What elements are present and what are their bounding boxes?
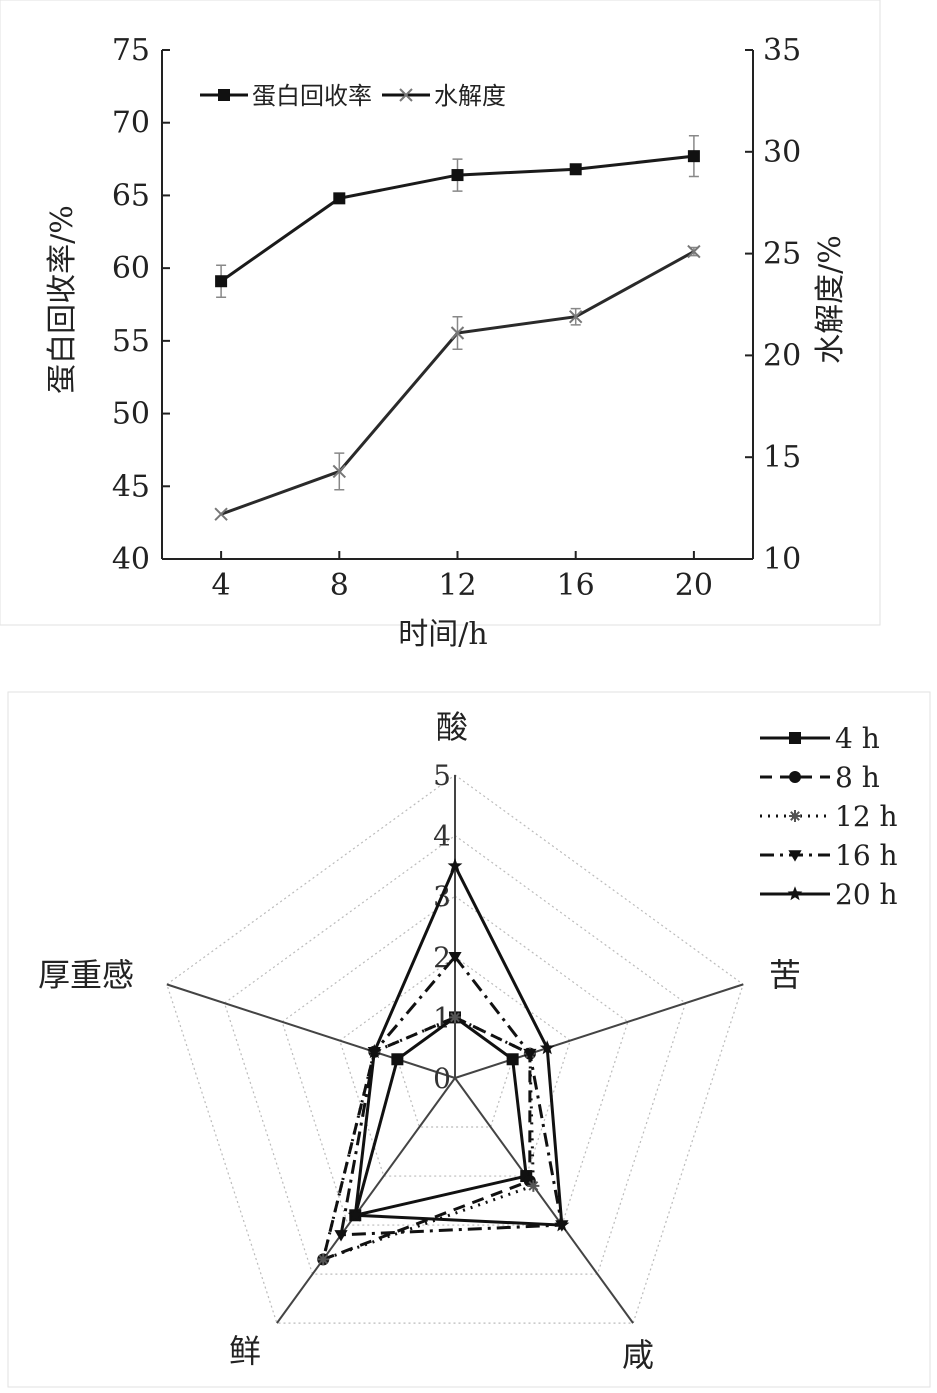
radar-point — [539, 1040, 555, 1055]
radar-spoke — [166, 983, 456, 1079]
radar-axis-label: 厚重感 — [38, 956, 134, 994]
y2-tick-label: 20 — [763, 338, 801, 373]
radar-series-line — [353, 1015, 528, 1218]
legend-label: 12 h — [835, 800, 898, 833]
radar-point — [347, 1207, 363, 1222]
radar-axis-label: 苦 — [769, 956, 801, 994]
radar-point — [449, 1011, 461, 1024]
y-tick-label: 55 — [112, 324, 150, 359]
data-point — [569, 163, 582, 176]
radar-axis-label: 鲜 — [229, 1332, 261, 1370]
radar-spoke — [454, 983, 744, 1079]
legend-label: 20 h — [835, 878, 898, 911]
legend-label: 16 h — [835, 839, 898, 872]
radar-series-line — [353, 862, 564, 1227]
data-point — [215, 275, 228, 288]
legend-marker — [789, 810, 801, 822]
x-tick-label: 12 — [438, 568, 476, 603]
data-point — [214, 507, 228, 521]
radar-series-5 — [347, 858, 570, 1232]
radar-point — [527, 1179, 540, 1192]
y2-axis-title: 水解度/% — [813, 235, 848, 364]
y-tick-label: 40 — [112, 542, 150, 577]
y-axis-title: 蛋白回收率/% — [45, 205, 80, 394]
data-point — [451, 169, 464, 182]
legend-marker — [787, 886, 803, 901]
legend-label: 蛋白回收率 — [252, 82, 372, 110]
radar-point — [523, 1048, 537, 1061]
legend-label: 8 h — [835, 761, 880, 794]
radar-point — [506, 1053, 519, 1066]
y2-tick-label: 30 — [763, 135, 801, 170]
radar-point — [448, 952, 462, 964]
radar-point — [554, 1217, 570, 1232]
x-tick-label: 8 — [330, 568, 349, 603]
radar-frame — [7, 691, 931, 1388]
legend-marker — [218, 89, 230, 101]
radar-series-line — [321, 1015, 532, 1262]
radar-tick-label: 4 — [433, 820, 451, 853]
data-point — [687, 150, 700, 163]
radar-grid — [281, 895, 629, 1226]
radar-grid — [339, 956, 571, 1177]
radar-tick-label: 5 — [433, 759, 451, 792]
y2-tick-label: 10 — [763, 542, 801, 577]
radar-point — [447, 858, 463, 873]
radar-tick-label: 2 — [433, 941, 451, 974]
y2-tick-label: 35 — [763, 33, 801, 68]
plot-frame — [0, 0, 881, 626]
radar-spoke — [276, 1077, 456, 1324]
x-tick-label: 4 — [212, 568, 231, 603]
x-axis-title: 时间/h — [398, 617, 487, 652]
radar-grid — [166, 774, 744, 1324]
y2-tick-label: 15 — [763, 440, 801, 475]
line-chart: 40 45 50 55 60 65 70 75 10 15 20 25 30 35 4 8 12 16 20 时间/h… — [0, 0, 881, 652]
radar-legend: 4 h 8 h 12 h 16 h 20 h — [760, 722, 898, 911]
y2-tick-label: 25 — [763, 237, 801, 272]
y-tick-label: 45 — [112, 469, 150, 504]
data-point — [568, 310, 583, 324]
radar-point — [366, 1044, 382, 1059]
legend-marker — [788, 850, 802, 862]
legend-label: 4 h — [835, 722, 880, 755]
data-point — [687, 244, 701, 259]
radar-series-line — [339, 954, 564, 1237]
radar-point — [391, 1053, 404, 1066]
y-tick-label: 50 — [112, 397, 150, 432]
radar-axis-label: 酸 — [436, 708, 468, 746]
y-tick-label: 70 — [112, 106, 150, 141]
radar-point — [317, 1253, 330, 1266]
radar-tick-label: 0 — [433, 1062, 451, 1095]
x-tick-label: 16 — [557, 568, 595, 603]
y-tick-label: 65 — [112, 178, 150, 213]
radar-axis-label: 咸 — [622, 1336, 654, 1374]
legend: 蛋白回收率 水解度 — [200, 82, 506, 110]
legend-marker — [399, 88, 413, 102]
legend-marker — [789, 732, 801, 744]
radar-spoke — [454, 1077, 634, 1324]
data-point — [332, 464, 347, 479]
y-tick-label: 75 — [112, 33, 150, 68]
legend-marker — [789, 771, 801, 783]
y-tick-label: 60 — [112, 251, 150, 286]
data-point — [333, 192, 346, 205]
data-point — [450, 326, 465, 340]
x-tick-label: 20 — [675, 568, 713, 603]
legend-label: 水解度 — [434, 82, 506, 110]
radar-point — [334, 1230, 348, 1242]
radar-tick-label: 1 — [433, 1001, 451, 1034]
